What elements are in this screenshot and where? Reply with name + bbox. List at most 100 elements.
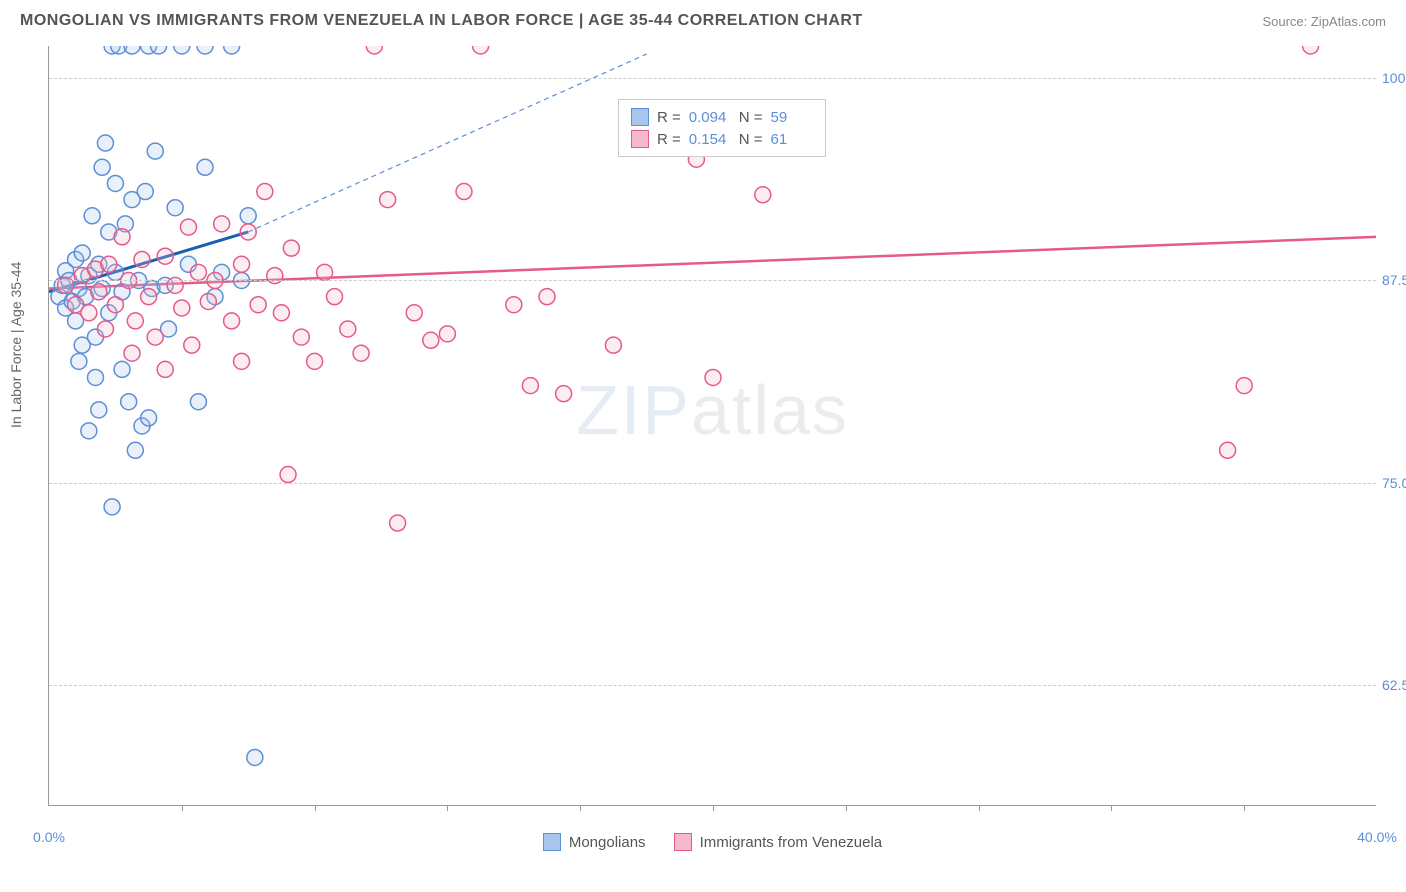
scatter-point [174,46,190,54]
scatter-point [117,216,133,232]
scatter-point [200,293,216,309]
scatter-point [1236,378,1252,394]
scatter-point [307,353,323,369]
scatter-point [127,313,143,329]
scatter-point [141,289,157,305]
scatter-point [127,442,143,458]
scatter-point [71,281,87,297]
scatter-point [94,281,110,297]
scatter-point [161,321,177,337]
scatter-point [107,175,123,191]
scatter-point [68,297,84,313]
scatter-point [97,321,113,337]
title-bar: MONGOLIAN VS IMMIGRANTS FROM VENEZUELA I… [0,0,1406,38]
watermark-thin: atlas [691,371,849,449]
legend-n-label: N = [739,109,763,126]
scatter-point [147,329,163,345]
scatter-point [78,289,94,305]
scatter-point [293,329,309,345]
scatter-point [97,135,113,151]
x-tick-label: 40.0% [1357,829,1397,845]
scatter-point [380,192,396,208]
scatter-point [84,208,100,224]
legend-n-label: N = [739,131,763,148]
y-tick-label: 62.5% [1382,677,1406,693]
watermark-bold: ZIP [576,371,691,449]
scatter-point [340,321,356,337]
scatter-point [755,187,771,203]
scatter-point [101,305,117,321]
scatter-point [240,208,256,224]
scatter-point [74,245,90,261]
scatter-point [104,46,120,54]
legend-row: R =0.154N =61 [631,128,813,150]
scatter-point [147,143,163,159]
scatter-point [240,224,256,240]
trend-line [49,232,248,292]
legend-item: Immigrants from Venezuela [674,833,883,851]
scatter-point [605,337,621,353]
scatter-point [58,300,74,316]
scatter-point [124,192,140,208]
legend-r-value: 0.154 [689,131,731,148]
source-attribution: Source: ZipAtlas.com [1262,14,1386,29]
legend-n-value: 59 [771,109,813,126]
scatter-point [180,219,196,235]
chart-svg [49,46,1376,805]
legend-n-value: 61 [771,131,813,148]
legend-r-value: 0.094 [689,109,731,126]
scatter-point [257,184,273,200]
scatter-point [539,289,555,305]
x-tick-mark [182,805,183,811]
y-axis-label: In Labor Force | Age 35-44 [8,262,24,428]
scatter-point [1220,442,1236,458]
scatter-point [68,313,84,329]
legend-swatch [674,833,692,851]
scatter-point [124,345,140,361]
scatter-point [51,289,67,305]
scatter-point [101,256,117,272]
scatter-point [247,749,263,765]
x-tick-mark [713,805,714,811]
scatter-point [190,394,206,410]
scatter-point [214,264,230,280]
scatter-point [353,345,369,361]
scatter-point [234,256,250,272]
scatter-point [91,284,107,300]
gridline-h [49,78,1376,79]
legend-label: Mongolians [569,834,646,851]
scatter-point [104,499,120,515]
x-tick-mark [580,805,581,811]
scatter-point [390,515,406,531]
watermark: ZIPatlas [576,370,849,450]
scatter-point [224,313,240,329]
chart-title: MONGOLIAN VS IMMIGRANTS FROM VENEZUELA I… [20,12,863,30]
scatter-point [224,46,240,54]
scatter-point [74,337,90,353]
x-tick-mark [979,805,980,811]
scatter-point [58,263,74,279]
scatter-point [366,46,382,54]
scatter-point [167,200,183,216]
gridline-h [49,483,1376,484]
scatter-point [283,240,299,256]
scatter-point [91,402,107,418]
legend-swatch [543,833,561,851]
scatter-point [190,264,206,280]
legend-row: R =0.094N =59 [631,106,813,128]
x-tick-mark [846,805,847,811]
scatter-point [423,332,439,348]
y-tick-label: 100.0% [1382,70,1406,86]
scatter-point [121,394,137,410]
scatter-point [273,305,289,321]
scatter-point [197,159,213,175]
scatter-point [250,297,266,313]
scatter-point [107,264,123,280]
scatter-point [406,305,422,321]
scatter-point [234,353,250,369]
scatter-point [124,46,140,54]
plot-area: ZIPatlas R =0.094N =59R =0.154N =61 Mong… [48,46,1376,806]
x-tick-mark [315,805,316,811]
x-tick-label: 0.0% [33,829,65,845]
scatter-point [87,369,103,385]
